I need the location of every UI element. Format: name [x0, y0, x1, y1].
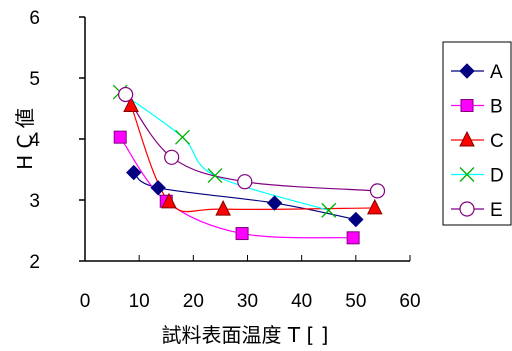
data-point-a [150, 180, 166, 196]
legend-marker-e [459, 201, 475, 217]
y-tick-label: 2 [29, 252, 40, 273]
legend-label-a: A [490, 62, 503, 83]
x-tick-label: 60 [399, 291, 420, 312]
legend-label-b: B [490, 97, 503, 118]
data-point-e [237, 174, 253, 190]
data-point-d [207, 168, 223, 184]
x-tick-label: 20 [183, 291, 204, 312]
data-point-c [123, 96, 139, 112]
x-tick-label: 10 [129, 291, 150, 312]
legend-box [442, 41, 512, 226]
legend-marker-b [460, 99, 474, 112]
data-point-a [266, 195, 283, 211]
data-point-c [366, 198, 383, 215]
legend-marker-c [459, 130, 475, 147]
x-tick-label: 30 [237, 291, 258, 312]
data-point-b [113, 130, 127, 144]
series-line-c [130, 105, 375, 213]
legend-marker-a [459, 63, 475, 79]
axes [79, 16, 411, 262]
x-axis-title: 試料表面温度 T [ ] [162, 323, 329, 347]
legend-label-d: D [490, 166, 504, 187]
legend-label-e: E [490, 200, 503, 221]
x-tick-label: 50 [345, 291, 366, 312]
y-tick-label: 3 [29, 191, 40, 212]
series-line-a [133, 172, 356, 221]
legend-marker-d [459, 167, 475, 182]
data-point-d [175, 129, 190, 145]
data-point-c [215, 200, 231, 216]
legend-label-c: C [490, 131, 504, 152]
data-point-d [321, 202, 337, 218]
data-point-a [348, 211, 364, 228]
data-point-b [235, 227, 249, 241]
y-tick-label: 4 [29, 130, 40, 151]
series-line-d [119, 91, 329, 211]
data-point-e [369, 183, 386, 199]
x-tick-label: 0 [80, 291, 91, 312]
data-point-c [161, 192, 177, 209]
data-point-e [164, 149, 180, 165]
y-tick-label: 5 [29, 69, 40, 90]
data-point-e [118, 86, 134, 103]
y-tick-label: 6 [29, 8, 40, 29]
x-tick-label: 40 [291, 291, 312, 312]
y-axis-title: H C 値 [13, 108, 37, 170]
data-point-a [126, 164, 142, 181]
series-line-b [119, 136, 354, 239]
plot-area [85, 17, 410, 261]
series-markers [112, 84, 386, 245]
data-point-b [346, 231, 360, 245]
